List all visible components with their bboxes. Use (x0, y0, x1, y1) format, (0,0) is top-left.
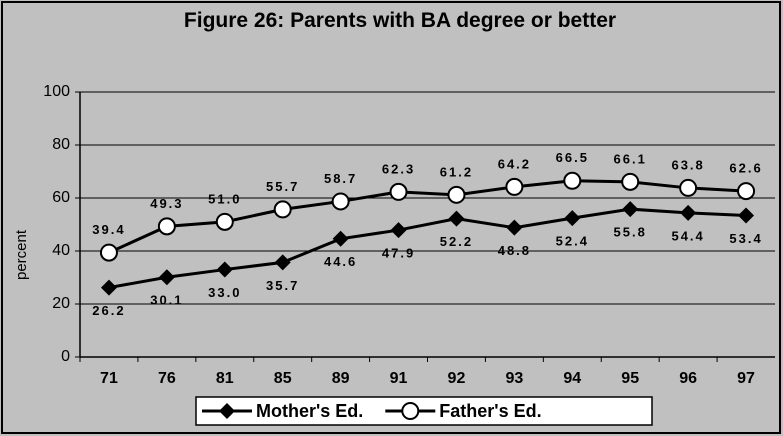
marker (679, 178, 698, 197)
data-label: 51.0 (208, 191, 241, 206)
data-label: 26.2 (92, 303, 125, 318)
legend-marker (219, 403, 235, 419)
marker (216, 261, 233, 278)
data-label: 49.3 (150, 196, 183, 211)
x-tick-label: 95 (621, 370, 639, 387)
data-label: 63.8 (671, 157, 704, 172)
data-label: 52.4 (556, 234, 589, 249)
y-axis-label: percent (13, 229, 30, 280)
marker (331, 192, 350, 211)
marker (680, 204, 697, 221)
data-label: 55.8 (614, 225, 647, 240)
data-label: 64.2 (498, 156, 531, 171)
chart-title: Figure 26: Parents with BA degree or bet… (183, 9, 617, 32)
y-tick-label: 0 (61, 348, 70, 365)
marker (274, 254, 291, 271)
marker (157, 217, 176, 236)
data-label: 62.3 (382, 161, 415, 176)
marker (100, 279, 117, 296)
marker (215, 212, 234, 231)
marker (737, 182, 756, 201)
y-tick-label: 20 (52, 295, 70, 312)
x-tick-label: 96 (679, 370, 697, 387)
marker (563, 171, 582, 190)
data-label: 53.4 (729, 231, 762, 246)
data-label: 62.6 (729, 161, 762, 176)
y-tick-label: 80 (52, 136, 70, 153)
series-line (108, 179, 747, 254)
x-tick-label: 85 (274, 370, 292, 387)
marker (564, 210, 581, 227)
marker (505, 177, 524, 196)
x-tick-label: 97 (737, 370, 755, 387)
data-label: 54.4 (671, 228, 704, 243)
legend-marker (401, 402, 420, 420)
x-tick-label: 89 (332, 370, 350, 387)
data-label: 30.1 (150, 293, 183, 308)
x-tick-label: 91 (390, 370, 408, 387)
marker (622, 201, 639, 218)
marker (389, 182, 408, 201)
x-tick-label: 71 (100, 370, 118, 387)
x-tick-label: 94 (563, 370, 581, 387)
data-label: 48.8 (498, 243, 531, 258)
data-label: 66.1 (614, 151, 647, 166)
marker (158, 269, 175, 286)
marker (621, 172, 640, 191)
data-label: 66.5 (556, 150, 589, 165)
data-label: 39.4 (92, 222, 125, 237)
x-tick-label: 81 (216, 370, 234, 387)
x-tick-label: 93 (505, 370, 523, 387)
legend-label: Father's Ed. (439, 401, 541, 421)
marker (447, 185, 466, 204)
data-label: 47.9 (382, 246, 415, 261)
y-tick-label: 60 (52, 189, 70, 206)
data-label: 33.0 (208, 285, 241, 300)
data-label: 52.2 (440, 234, 473, 249)
marker (506, 219, 523, 236)
marker (738, 207, 755, 224)
data-label: 35.7 (266, 278, 299, 293)
data-label: 44.6 (324, 254, 357, 269)
y-tick-label: 100 (43, 83, 70, 100)
data-label: 55.7 (266, 179, 299, 194)
y-tick-label: 40 (52, 242, 70, 259)
data-label: 61.2 (440, 164, 473, 179)
x-tick-label: 76 (158, 370, 176, 387)
marker (332, 230, 349, 247)
legend-label: Mother's Ed. (256, 401, 363, 421)
data-label: 58.7 (324, 171, 357, 186)
x-tick-label: 92 (448, 370, 466, 387)
marker (390, 222, 407, 239)
marker (99, 243, 118, 262)
marker (448, 210, 465, 227)
marker (273, 200, 292, 219)
series-line (108, 207, 747, 290)
